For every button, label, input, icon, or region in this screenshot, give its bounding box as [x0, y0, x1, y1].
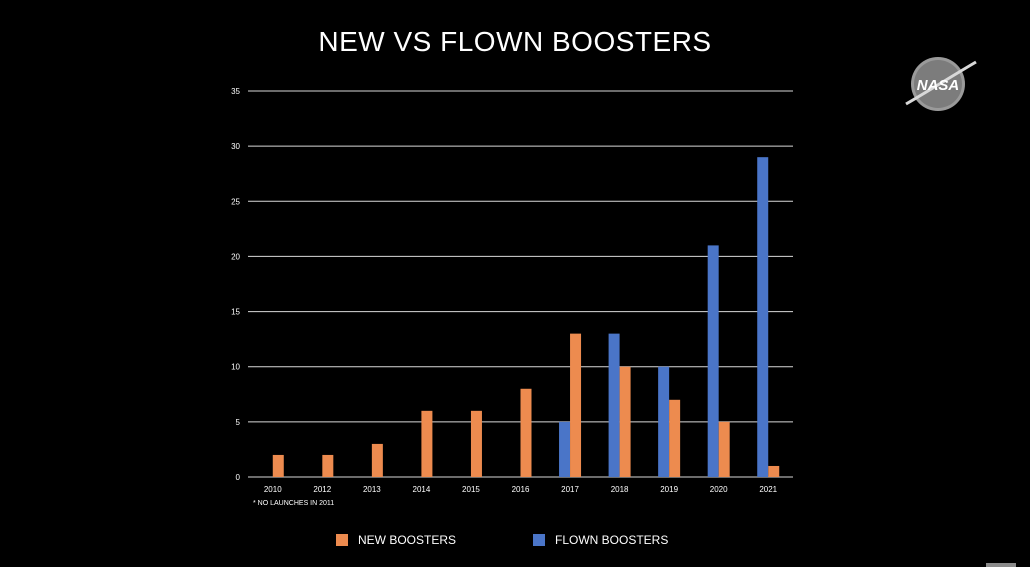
x-tick-label-2015: 2015	[462, 485, 480, 494]
chart-title: NEW VS FLOWN BOOSTERS	[318, 26, 712, 57]
legend-swatch-flown	[533, 534, 545, 546]
bar-new-2013	[371, 443, 383, 477]
x-tick-label-2014: 2014	[413, 485, 431, 494]
bar-new-2015	[470, 410, 482, 477]
x-tick-label-2010: 2010	[264, 485, 282, 494]
nasa-logo-icon: NASA	[905, 57, 977, 111]
footnote: * NO LAUNCHES IN 2011	[253, 500, 335, 507]
y-tick-label-10: 10	[231, 363, 240, 372]
legend-label-flown: FLOWN BOOSTERS	[555, 533, 669, 547]
bar-flown-2018	[608, 333, 620, 477]
video-progress-indicator	[986, 563, 1016, 567]
svg-text:NASA: NASA	[917, 77, 960, 94]
y-tick-label-20: 20	[231, 252, 240, 261]
bar-new-2014	[421, 410, 433, 477]
y-tick-label-15: 15	[231, 308, 240, 317]
legend-item-new: NEW BOOSTERS	[336, 533, 456, 547]
x-tick-label-2018: 2018	[611, 485, 629, 494]
bar-flown-2020	[707, 245, 719, 477]
chart-plot: 0 5 10 15 20 25 30 35 2010 2012 2013 2014 2015 2016 20…	[231, 87, 793, 494]
bar-new-2017	[570, 333, 582, 477]
y-tick-label-25: 25	[231, 197, 240, 206]
legend-item-flown: FLOWN BOOSTERS	[533, 533, 668, 547]
legend-label-new: NEW BOOSTERS	[358, 533, 457, 547]
bar-new-2016	[520, 388, 532, 477]
bar-flown-2019	[658, 366, 670, 477]
y-tick-label-35: 35	[231, 87, 240, 96]
bar-flown-2017	[559, 421, 571, 477]
legend-swatch-new	[336, 534, 348, 546]
y-tick-label-0: 0	[236, 473, 241, 482]
bar-new-2020	[718, 421, 730, 477]
y-tick-label-5: 5	[236, 418, 241, 427]
bar-new-2012	[322, 454, 334, 477]
x-tick-label-2017: 2017	[561, 485, 579, 494]
x-tick-label-2020: 2020	[710, 485, 728, 494]
bar-new-2018	[619, 366, 631, 477]
x-tick-label-2016: 2016	[512, 485, 530, 494]
x-tick-label-2021: 2021	[759, 485, 777, 494]
x-tick-label-2019: 2019	[660, 485, 678, 494]
bar-new-2019	[669, 399, 681, 477]
y-tick-label-30: 30	[231, 142, 240, 151]
bar-new-2010	[272, 454, 284, 477]
chart-legend: NEW BOOSTERS FLOWN BOOSTERS	[0, 533, 1030, 549]
x-tick-label-2012: 2012	[313, 485, 331, 494]
bar-new-2021	[768, 465, 780, 477]
x-tick-label-2013: 2013	[363, 485, 381, 494]
bar-flown-2021	[757, 157, 769, 477]
